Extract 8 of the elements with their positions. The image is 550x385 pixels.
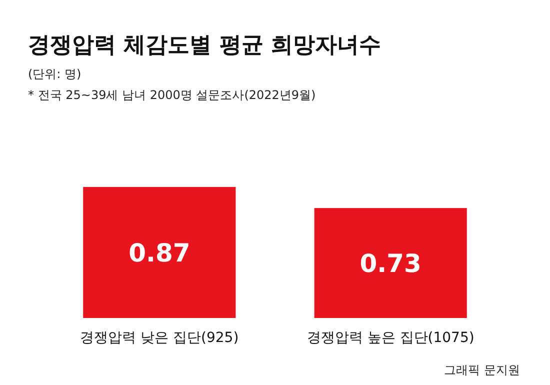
data-label: 0.87	[128, 238, 190, 268]
chart-subtitle: (단위: 명)	[28, 67, 82, 81]
data-label: 0.73	[360, 249, 422, 278]
chart-title: 경쟁압력 체감도별 평균 희망자녀수	[28, 33, 381, 58]
text: 그래픽 문지원	[444, 363, 520, 377]
x-tick-label: 경쟁압력 낮은 집단(925)	[80, 330, 239, 346]
x-tick-label: 경쟁압력 높은 집단(1075)	[306, 330, 474, 346]
text: * 전국 25~39세 남녀 2000명 설문조사(2022년9월)	[28, 88, 316, 102]
